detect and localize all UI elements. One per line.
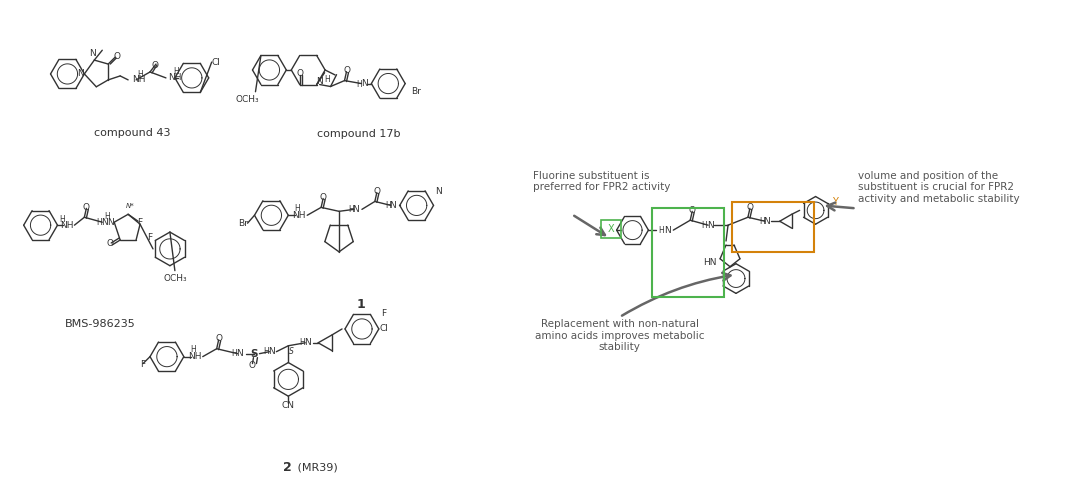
Text: S: S xyxy=(251,348,258,359)
Text: S: S xyxy=(288,347,294,356)
Text: F: F xyxy=(148,232,152,241)
Text: N: N xyxy=(664,226,671,235)
Text: H: H xyxy=(105,212,110,221)
Text: H: H xyxy=(356,80,362,89)
Text: Br: Br xyxy=(411,87,421,96)
Text: BMS-986235: BMS-986235 xyxy=(65,319,136,329)
Text: HN: HN xyxy=(703,258,717,267)
Text: H: H xyxy=(137,71,143,79)
Text: N*: N* xyxy=(125,204,135,209)
Text: O: O xyxy=(151,60,159,70)
Text: N: N xyxy=(89,48,96,58)
Text: H: H xyxy=(759,216,765,226)
Text: N: N xyxy=(352,205,360,214)
Text: H: H xyxy=(190,345,195,354)
Text: H: H xyxy=(384,201,391,210)
Text: F: F xyxy=(137,218,143,227)
Text: NH: NH xyxy=(132,75,146,84)
Text: O: O xyxy=(107,240,113,249)
Text: O: O xyxy=(374,187,380,196)
Text: Y: Y xyxy=(832,197,837,207)
Text: O: O xyxy=(113,52,121,60)
Text: NH: NH xyxy=(188,352,202,361)
Bar xyxy=(600,220,621,238)
Text: compound 43: compound 43 xyxy=(94,128,171,138)
Text: NH: NH xyxy=(293,211,306,220)
Text: Fluorine substituent is
preferred for FPR2 activity: Fluorine substituent is preferred for FP… xyxy=(534,171,671,192)
Text: N: N xyxy=(237,349,243,358)
Bar xyxy=(732,203,813,252)
Text: X: X xyxy=(607,224,613,234)
Text: 2: 2 xyxy=(283,461,292,474)
Bar xyxy=(652,208,724,297)
Text: H: H xyxy=(232,349,238,358)
Text: volume and position of the
substituent is crucial for FPR2
activity and metaboli: volume and position of the substituent i… xyxy=(859,171,1020,204)
Text: H: H xyxy=(299,338,306,348)
Text: F: F xyxy=(381,309,387,318)
Text: H: H xyxy=(325,75,330,84)
Text: N: N xyxy=(100,218,108,227)
Text: F: F xyxy=(140,360,146,369)
Text: H: H xyxy=(59,215,66,224)
Text: O: O xyxy=(746,203,754,212)
Text: N: N xyxy=(390,201,396,210)
Text: O: O xyxy=(215,335,222,343)
Text: Cl: Cl xyxy=(379,324,388,334)
Text: OCH₃: OCH₃ xyxy=(235,95,259,104)
Text: N: N xyxy=(706,221,714,229)
Text: CN: CN xyxy=(282,401,295,409)
Text: O: O xyxy=(83,203,90,212)
Text: Cl: Cl xyxy=(212,58,220,67)
Text: N: N xyxy=(107,218,113,227)
Text: N: N xyxy=(316,77,323,86)
Text: NH: NH xyxy=(59,221,73,229)
Text: H: H xyxy=(96,218,103,227)
Text: Br: Br xyxy=(238,219,247,228)
Text: O: O xyxy=(249,361,256,370)
Text: N: N xyxy=(435,187,442,196)
Text: N: N xyxy=(764,216,770,226)
Text: N: N xyxy=(361,79,368,88)
Text: (MR39): (MR39) xyxy=(294,462,338,472)
Text: O: O xyxy=(296,69,303,78)
Text: H: H xyxy=(348,205,354,214)
Text: NH: NH xyxy=(167,73,181,83)
Text: O: O xyxy=(320,193,326,202)
Text: Replacement with non-natural
amino acids improves metabolic
stability: Replacement with non-natural amino acids… xyxy=(535,319,704,352)
Text: H: H xyxy=(295,204,300,213)
Text: N: N xyxy=(268,347,274,356)
Text: 1: 1 xyxy=(356,298,365,311)
Text: H: H xyxy=(701,221,707,229)
Text: H: H xyxy=(659,226,664,235)
Text: compound 17b: compound 17b xyxy=(318,129,401,139)
Text: H: H xyxy=(173,68,179,76)
Text: N: N xyxy=(303,338,311,348)
Text: OCH₃: OCH₃ xyxy=(163,274,187,283)
Text: N: N xyxy=(77,70,84,78)
Text: O: O xyxy=(689,206,696,215)
Text: H: H xyxy=(264,347,269,356)
Text: O: O xyxy=(343,66,350,75)
